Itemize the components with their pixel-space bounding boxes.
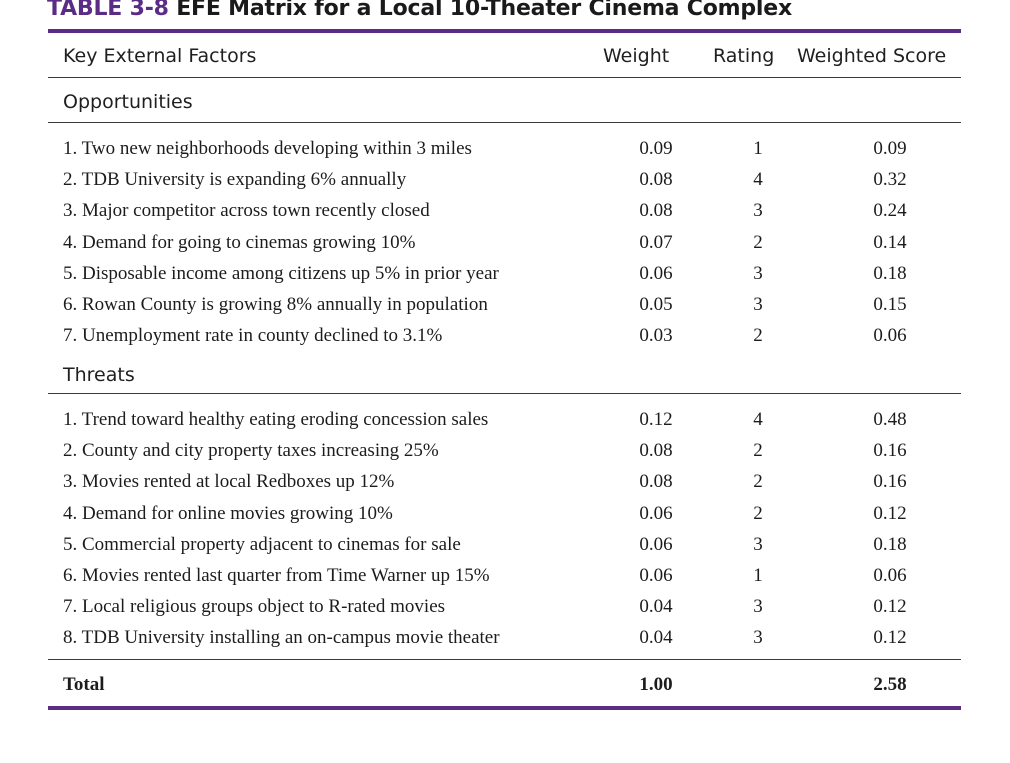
header-rule xyxy=(48,77,961,78)
factor-cell: 8. TDB University installing an on-campu… xyxy=(63,627,500,649)
weight-cell: 0.07 xyxy=(639,231,673,253)
rating-cell: 3 xyxy=(753,533,763,555)
table-row: 2. TDB University is expanding 6% annual… xyxy=(0,167,1010,193)
top-rule xyxy=(48,29,961,33)
weight-cell: 0.08 xyxy=(639,471,673,493)
rating-cell: 3 xyxy=(753,294,763,315)
table-row: 2. County and city property taxes increa… xyxy=(0,438,1010,464)
total-row: Total 1.00 2.58 xyxy=(0,672,1010,698)
header-weight: Weight xyxy=(603,45,670,67)
rating-cell: 4 xyxy=(753,409,763,430)
table-number: TABLE 3-8 xyxy=(47,0,169,21)
bottom-rule xyxy=(48,706,961,710)
factor-cell: 3. Major competitor across town recently… xyxy=(63,200,430,222)
weight-cell: 0.04 xyxy=(639,596,673,618)
score-cell: 0.14 xyxy=(873,231,907,253)
weight-cell: 0.06 xyxy=(639,502,673,524)
rating-cell: 1 xyxy=(753,138,763,159)
weight-cell: 0.04 xyxy=(639,627,673,649)
table-row: 1. Trend toward healthy eating eroding c… xyxy=(0,407,1010,433)
total-rule xyxy=(48,659,961,660)
factor-cell: 7. Unemployment rate in county declined … xyxy=(63,325,443,347)
table-row: 3. Movies rented at local Redboxes up 12… xyxy=(0,469,1010,495)
table-row: 7. Unemployment rate in county declined … xyxy=(0,323,1010,349)
threats-rule xyxy=(48,393,961,394)
score-cell: 0.12 xyxy=(873,627,907,649)
table-row: 4. Demand for going to cinemas growing 1… xyxy=(0,230,1010,256)
table-row: 7. Local religious groups object to R-ra… xyxy=(0,594,1010,620)
score-cell: 0.48 xyxy=(873,409,907,430)
weight-cell: 0.08 xyxy=(639,200,673,222)
rating-cell: 2 xyxy=(753,325,763,347)
table-title: TABLE 3-8 EFE Matrix for a Local 10-Thea… xyxy=(47,0,792,24)
weight-cell: 0.12 xyxy=(639,409,673,430)
table-row: 5. Disposable income among citizens up 5… xyxy=(0,261,1010,287)
section-opportunities: Opportunities xyxy=(63,91,193,113)
factor-cell: 4. Demand for going to cinemas growing 1… xyxy=(63,231,416,253)
total-label: Total xyxy=(63,674,105,695)
table-row: 5. Commercial property adjacent to cinem… xyxy=(0,532,1010,558)
weight-cell: 0.03 xyxy=(639,325,673,347)
header-factor: Key External Factors xyxy=(63,45,257,67)
rating-cell: 3 xyxy=(753,627,763,649)
total-weight: 1.00 xyxy=(639,674,673,695)
weight-cell: 0.08 xyxy=(639,169,673,191)
opportunities-rule xyxy=(48,122,961,123)
weight-cell: 0.08 xyxy=(639,440,673,462)
rating-cell: 2 xyxy=(753,471,763,493)
rating-cell: 2 xyxy=(753,440,763,462)
score-cell: 0.15 xyxy=(873,294,907,315)
factor-cell: 1. Trend toward healthy eating eroding c… xyxy=(63,409,489,430)
rating-cell: 3 xyxy=(753,596,763,618)
score-cell: 0.06 xyxy=(873,325,907,347)
score-cell: 0.18 xyxy=(873,262,907,284)
table-caption: EFE Matrix for a Local 10-Theater Cinema… xyxy=(176,0,792,21)
factor-cell: 7. Local religious groups object to R-ra… xyxy=(63,596,446,618)
weight-cell: 0.06 xyxy=(639,533,673,555)
rating-cell: 2 xyxy=(753,502,763,524)
score-cell: 0.16 xyxy=(873,440,907,462)
factor-cell: 5. Disposable income among citizens up 5… xyxy=(63,262,499,284)
weight-cell: 0.06 xyxy=(639,262,673,284)
rating-cell: 2 xyxy=(753,231,763,253)
factor-cell: 4. Demand for online movies growing 10% xyxy=(63,502,393,524)
factor-cell: 2. TDB University is expanding 6% annual… xyxy=(63,169,407,191)
table-row: 3. Major competitor across town recently… xyxy=(0,198,1010,224)
weight-cell: 0.05 xyxy=(639,294,673,315)
factor-cell: 5. Commercial property adjacent to cinem… xyxy=(63,533,461,555)
score-cell: 0.06 xyxy=(873,565,907,586)
score-cell: 0.16 xyxy=(873,471,907,493)
factor-cell: 2. County and city property taxes increa… xyxy=(63,440,439,462)
header-weighted-score: Weighted Score xyxy=(797,45,947,67)
table-row: 1. Two new neighborhoods developing with… xyxy=(0,136,1010,162)
score-cell: 0.32 xyxy=(873,169,907,191)
factor-cell: 3. Movies rented at local Redboxes up 12… xyxy=(63,471,395,493)
table-row: 8. TDB University installing an on-campu… xyxy=(0,625,1010,651)
header-rating: Rating xyxy=(713,45,775,67)
score-cell: 0.12 xyxy=(873,502,907,524)
score-cell: 0.24 xyxy=(873,200,907,222)
factor-cell: 1. Two new neighborhoods developing with… xyxy=(63,138,472,159)
weight-cell: 0.06 xyxy=(639,565,673,586)
rating-cell: 3 xyxy=(753,262,763,284)
table-row: 6. Rowan County is growing 8% annually i… xyxy=(0,292,1010,318)
weight-cell: 0.09 xyxy=(639,138,673,159)
score-cell: 0.12 xyxy=(873,596,907,618)
factor-cell: 6. Rowan County is growing 8% annually i… xyxy=(63,294,488,315)
table-row: 4. Demand for online movies growing 10% 0… xyxy=(0,501,1010,527)
rating-cell: 1 xyxy=(753,565,763,586)
rating-cell: 4 xyxy=(753,169,763,191)
total-score: 2.58 xyxy=(873,674,907,695)
section-threats: Threats xyxy=(63,364,135,386)
score-cell: 0.18 xyxy=(873,533,907,555)
score-cell: 0.09 xyxy=(873,138,907,159)
table-row: 6. Movies rented last quarter from Time … xyxy=(0,563,1010,589)
factor-cell: 6. Movies rented last quarter from Time … xyxy=(63,565,490,586)
rating-cell: 3 xyxy=(753,200,763,222)
